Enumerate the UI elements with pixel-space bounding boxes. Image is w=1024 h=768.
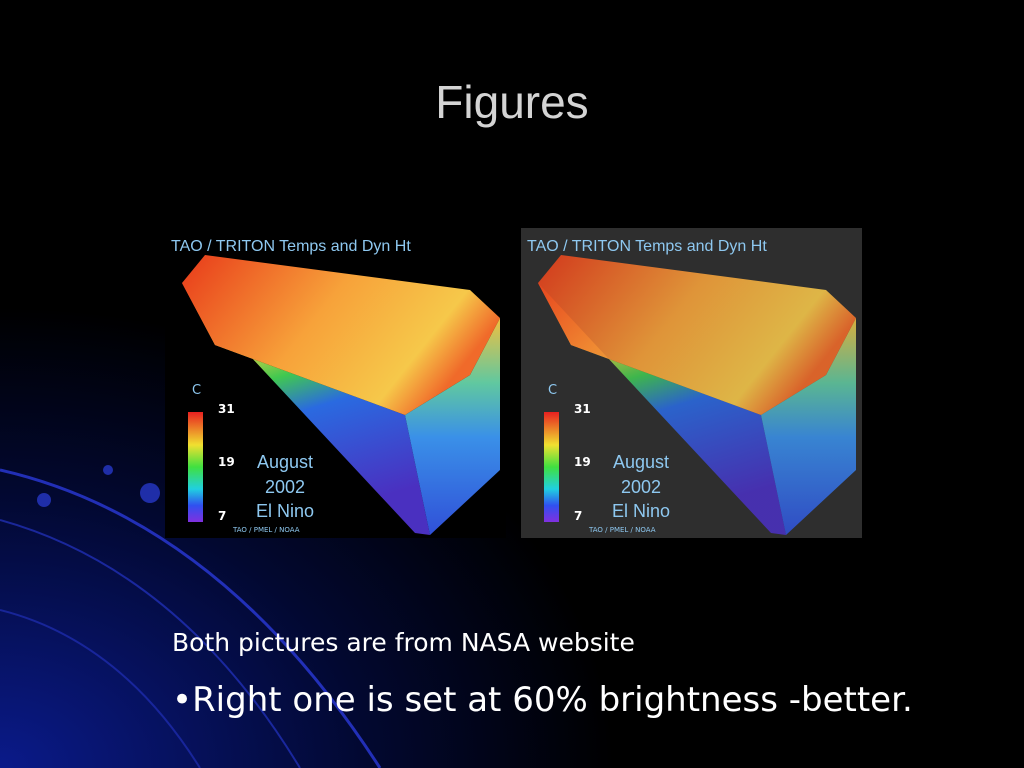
scale-label: 19 [574,455,591,469]
color-bar [188,412,203,522]
caption-line: 2002 [265,477,305,497]
figures: TAO / TRITON Temps and Dyn Ht C 31 19 7 Augus… [165,228,862,538]
caption-line: El Nino [612,501,670,521]
surface-side [761,318,856,535]
figure-title: TAO / TRITON Temps and Dyn Ht [171,238,411,255]
scale-label: 31 [218,402,235,416]
figure: TAO / TRITON Temps and Dyn Ht C 31 19 7 Augus… [165,228,506,538]
scale-label: 19 [218,455,235,469]
unit-label: C [192,383,201,398]
caption-line: El Nino [256,501,314,521]
caption-line: August [257,452,313,472]
note: Both pictures are from NASA website [172,628,635,657]
caption-line: 2002 [621,477,661,497]
surface-front [538,283,786,535]
surface-side [405,318,500,535]
color-bar [544,412,559,522]
surface-front [182,283,430,535]
figure: TAO / TRITON Temps and Dyn Ht C 31 19 7 Augus… [521,228,862,538]
scale-label: 7 [574,509,582,523]
unit-label: C [548,383,557,398]
surface-top [538,255,856,415]
surface-top [182,255,500,415]
scale-label: 7 [218,509,226,523]
caption-line: August [613,452,669,472]
bullet-note: Right one is set at 60% brightness -bett… [172,680,913,720]
credit: TAO / PMEL / NOAA [588,526,656,534]
slide-title: Figures [435,76,588,128]
scale-label: 31 [574,402,591,416]
figure-title: TAO / TRITON Temps and Dyn Ht [527,238,767,255]
credit: TAO / PMEL / NOAA [232,526,300,534]
